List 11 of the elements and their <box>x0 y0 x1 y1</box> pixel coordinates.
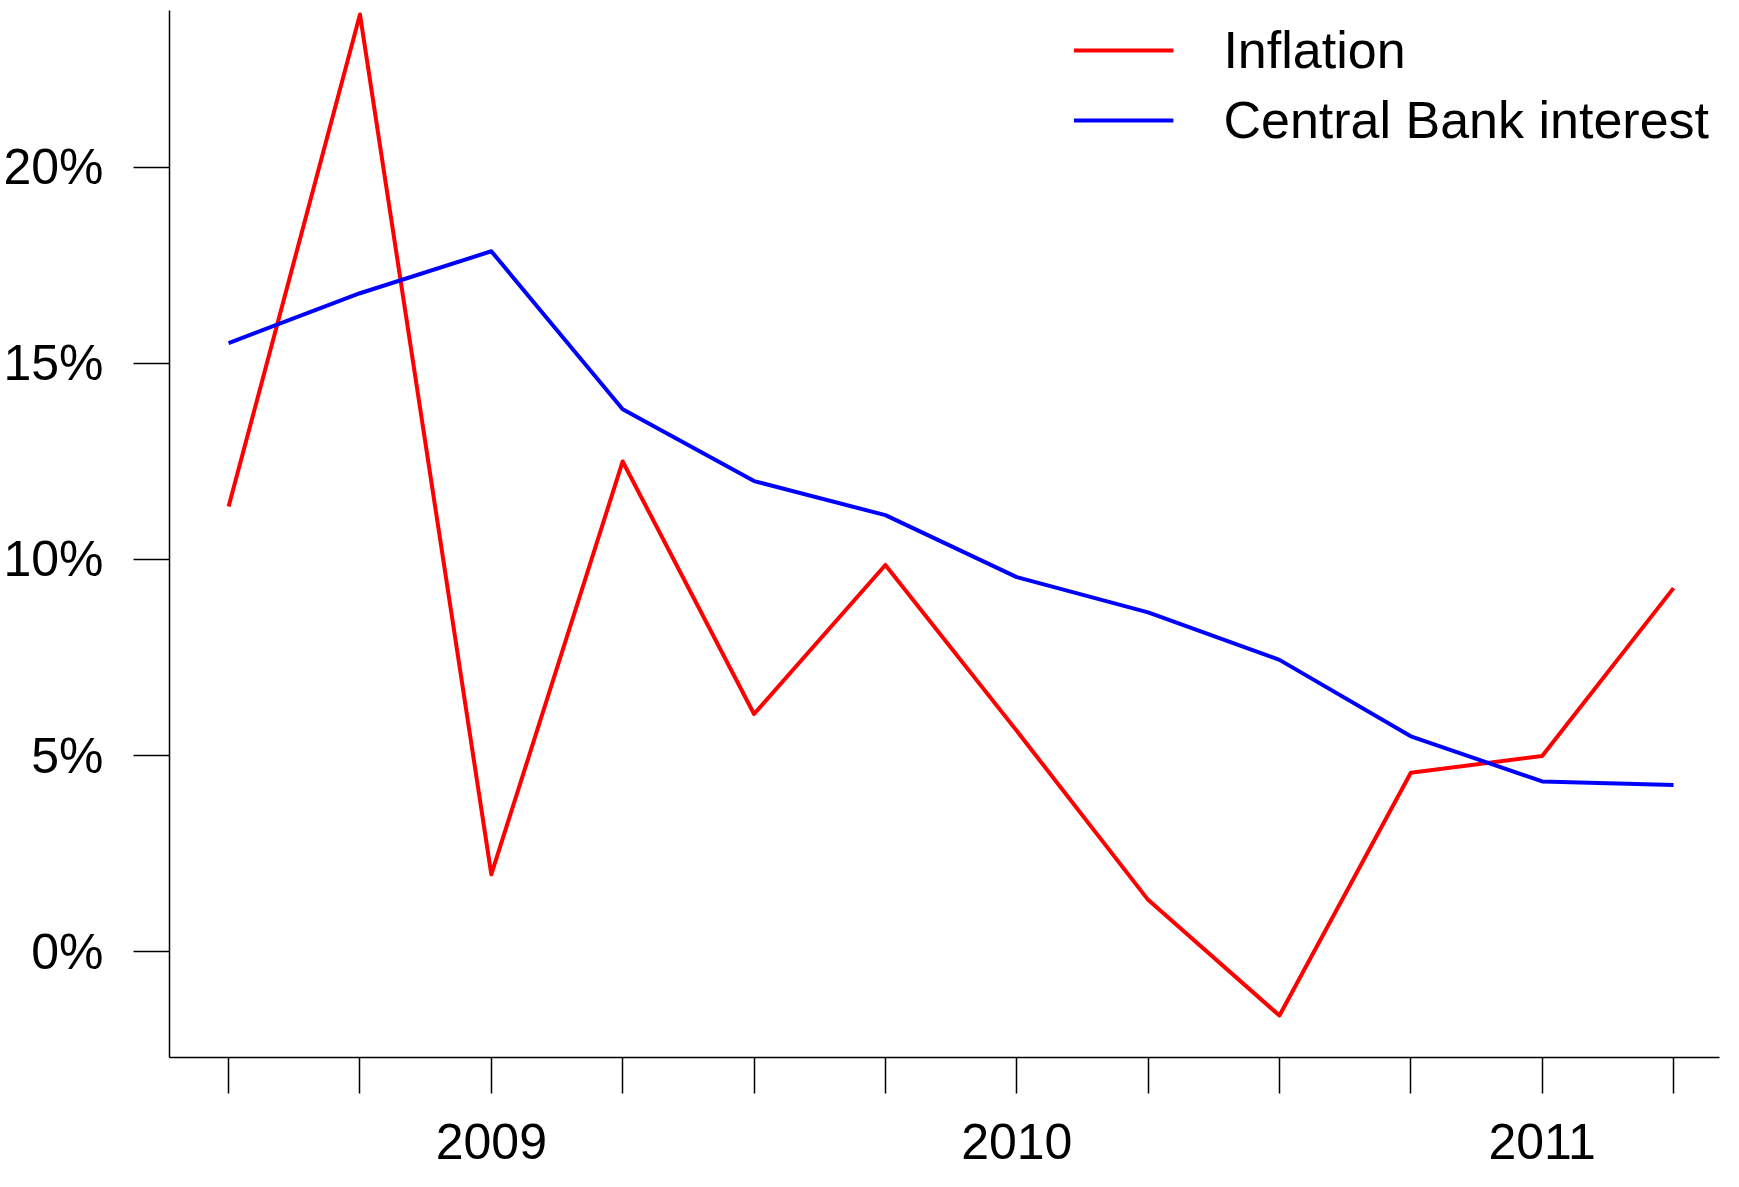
x-tick-label: 2010 <box>961 1113 1073 1170</box>
y-tick-label: 15% <box>3 335 104 392</box>
y-tick-label: 0% <box>31 923 104 980</box>
y-tick-label: 5% <box>31 727 104 784</box>
legend-label: Central Bank interest <box>1223 90 1709 150</box>
x-tick-label: 2009 <box>435 1113 547 1170</box>
line-series <box>226 249 1676 787</box>
legend-label: Inflation <box>1223 20 1406 80</box>
y-tick-label: 10% <box>3 531 104 588</box>
y-tick-label: 20% <box>3 139 104 196</box>
x-tick-label: 2011 <box>1488 1113 1596 1170</box>
